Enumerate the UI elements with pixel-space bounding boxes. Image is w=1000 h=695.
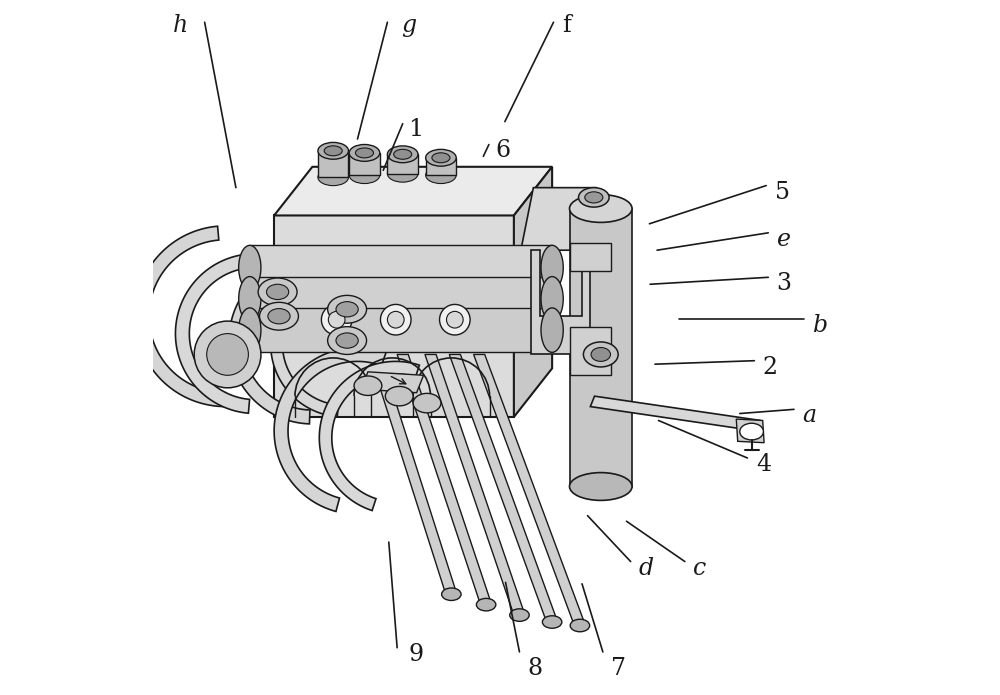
Polygon shape [397,354,492,605]
Polygon shape [229,257,327,424]
Ellipse shape [542,616,562,628]
Polygon shape [514,167,552,417]
Polygon shape [474,354,585,626]
Text: c: c [693,557,706,580]
Polygon shape [521,188,596,250]
Ellipse shape [239,308,261,352]
Ellipse shape [510,609,529,621]
Polygon shape [318,151,348,177]
Ellipse shape [349,145,380,161]
Ellipse shape [570,473,632,500]
Ellipse shape [591,348,611,361]
Ellipse shape [541,245,563,290]
Text: d: d [639,557,654,580]
Text: h: h [173,14,189,37]
Ellipse shape [321,304,352,335]
Ellipse shape [541,277,563,321]
Ellipse shape [740,423,763,440]
Ellipse shape [324,146,342,156]
Polygon shape [531,250,590,354]
Polygon shape [175,254,262,414]
Ellipse shape [440,304,470,335]
Ellipse shape [239,245,261,290]
Ellipse shape [387,146,418,163]
Ellipse shape [387,165,418,182]
Ellipse shape [318,169,348,186]
Ellipse shape [583,342,618,367]
Ellipse shape [318,142,348,159]
Polygon shape [570,208,632,486]
Ellipse shape [426,149,456,166]
Polygon shape [570,327,611,375]
Text: 3: 3 [777,272,792,295]
Ellipse shape [328,311,345,328]
Ellipse shape [258,278,297,306]
Ellipse shape [354,376,382,395]
Ellipse shape [426,167,456,183]
Polygon shape [361,372,424,393]
Polygon shape [274,348,386,512]
Text: 5: 5 [775,181,790,204]
Polygon shape [274,215,514,417]
Ellipse shape [207,334,248,375]
Ellipse shape [413,393,441,413]
Polygon shape [736,419,764,443]
Polygon shape [449,354,558,622]
Ellipse shape [446,311,463,328]
Ellipse shape [432,153,450,163]
Polygon shape [135,226,225,407]
Ellipse shape [579,188,609,207]
Ellipse shape [194,321,261,388]
Ellipse shape [442,588,461,600]
Polygon shape [271,271,354,417]
Text: 9: 9 [408,643,423,666]
Ellipse shape [380,304,411,335]
Ellipse shape [385,386,413,406]
Ellipse shape [387,311,404,328]
Polygon shape [349,153,380,175]
Ellipse shape [349,167,380,183]
Text: g: g [401,14,416,37]
Polygon shape [250,277,552,321]
Text: e: e [777,228,791,251]
Polygon shape [319,361,419,511]
Polygon shape [590,396,761,431]
Ellipse shape [585,192,603,203]
Text: b: b [813,314,828,337]
Polygon shape [426,158,456,175]
Ellipse shape [336,302,358,317]
Text: 8: 8 [528,657,543,680]
Ellipse shape [266,284,289,300]
Polygon shape [274,167,552,215]
Text: 7: 7 [611,657,626,680]
Text: 1: 1 [408,118,423,141]
Polygon shape [369,354,457,594]
Text: 2: 2 [763,356,778,379]
Ellipse shape [268,309,290,324]
Ellipse shape [260,302,298,330]
Ellipse shape [476,598,496,611]
Ellipse shape [541,308,563,352]
Ellipse shape [336,333,358,348]
Polygon shape [570,243,611,271]
Ellipse shape [328,327,367,354]
Ellipse shape [239,277,261,321]
Text: a: a [802,404,816,427]
Text: 4: 4 [756,453,771,476]
Ellipse shape [355,148,374,158]
Polygon shape [250,308,552,352]
Text: f: f [563,14,571,37]
Polygon shape [425,354,525,615]
Ellipse shape [328,295,367,323]
Polygon shape [387,154,418,174]
Text: 6: 6 [495,139,510,162]
Ellipse shape [394,149,412,159]
Ellipse shape [570,619,590,632]
Ellipse shape [570,195,632,222]
Polygon shape [250,245,552,290]
